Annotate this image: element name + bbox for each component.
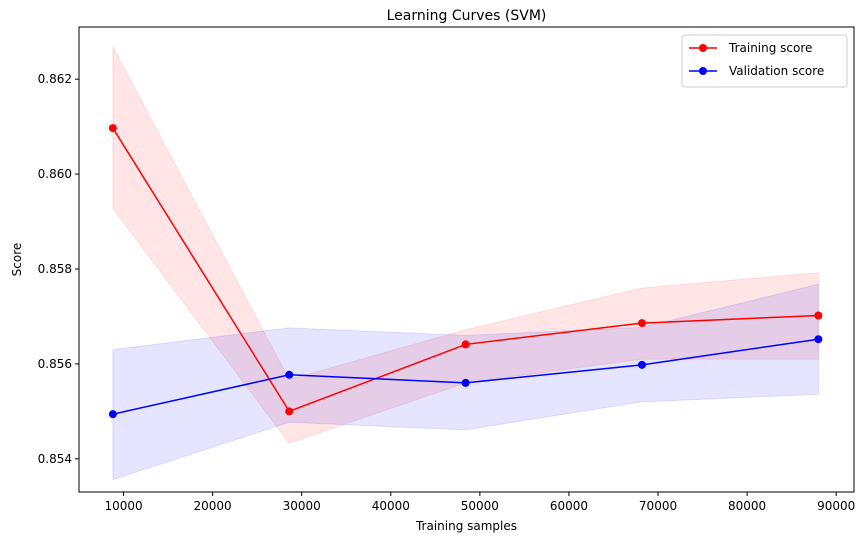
validation-score-point (285, 370, 294, 379)
training-score-point (108, 124, 117, 133)
validation-score-point (108, 410, 117, 419)
series-points (108, 124, 823, 419)
x-axis-label: Training samples (415, 519, 517, 533)
legend-validation-label: Validation score (729, 64, 824, 78)
x-tick-label: 10000 (104, 499, 142, 513)
y-tick-label: 0.856 (38, 357, 72, 371)
y-axis-label: Score (10, 243, 24, 277)
legend: Training score Validation score (681, 34, 848, 88)
validation-score-point (814, 335, 823, 344)
training-score-point (461, 340, 470, 349)
x-tick-label: 70000 (639, 499, 677, 513)
training-score-point (814, 311, 823, 320)
validation-score-point (461, 378, 470, 387)
legend-training-swatch-marker (699, 44, 707, 52)
y-tick-label: 0.858 (38, 262, 72, 276)
training-score-band (112, 46, 819, 444)
x-tick-label: 20000 (194, 499, 232, 513)
y-tick-label: 0.862 (38, 72, 72, 86)
training-score-point (637, 319, 646, 328)
x-axis-ticks: 10000 20000 30000 40000 50000 60000 70000 80000… (104, 492, 855, 513)
x-tick-label: 30000 (283, 499, 321, 513)
validation-score-point (637, 360, 646, 369)
legend-frame (681, 34, 848, 88)
chart-title: Learning Curves (SVM) (387, 8, 547, 24)
x-tick-label: 90000 (817, 499, 855, 513)
y-axis-ticks: 0.854 0.856 0.858 0.860 0.862 (38, 72, 79, 466)
y-tick-label: 0.860 (38, 167, 72, 181)
x-tick-label: 80000 (728, 499, 766, 513)
y-tick-label: 0.854 (38, 452, 72, 466)
x-tick-label: 40000 (372, 499, 410, 513)
legend-validation-swatch-marker (699, 67, 707, 75)
x-tick-label: 50000 (461, 499, 499, 513)
plot-frame (78, 26, 855, 493)
training-score-point (285, 407, 294, 416)
x-tick-label: 60000 (550, 499, 588, 513)
legend-training-label: Training score (728, 41, 812, 55)
